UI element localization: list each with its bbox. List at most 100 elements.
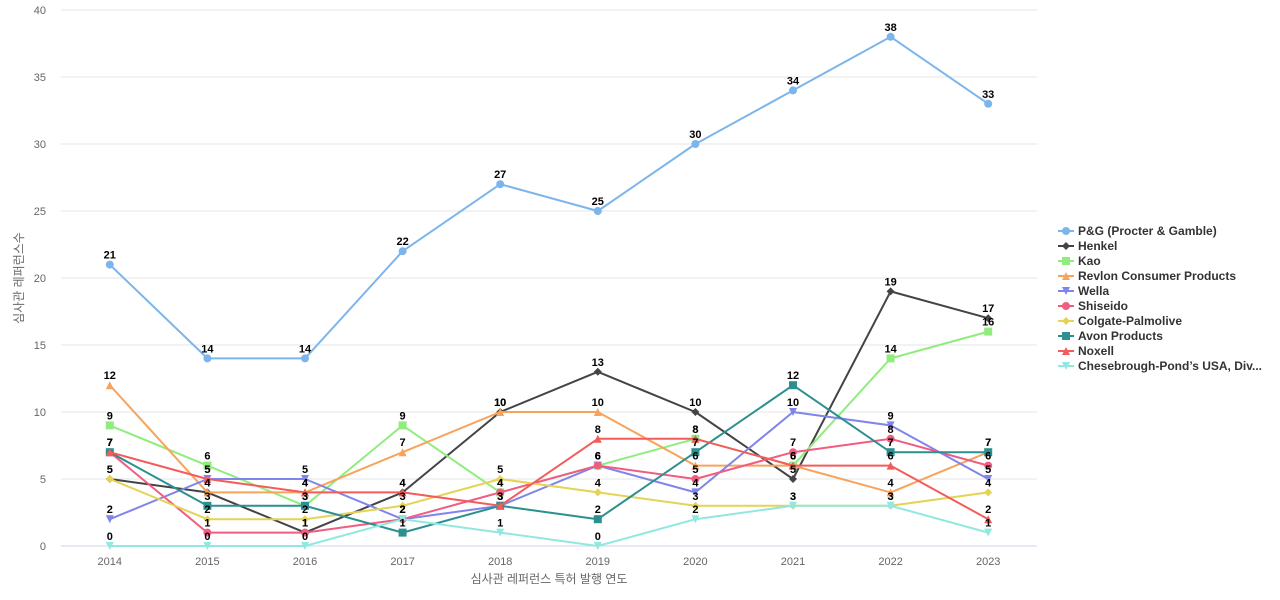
data-point[interactable] <box>203 528 212 537</box>
legend-item-revlon-consumer-products[interactable]: Revlon Consumer Products <box>1058 269 1236 283</box>
data-point[interactable] <box>789 86 797 95</box>
data-point[interactable] <box>984 488 993 497</box>
data-point[interactable] <box>105 475 114 483</box>
data-point[interactable] <box>691 434 700 443</box>
data-point[interactable] <box>398 515 407 524</box>
data-point[interactable] <box>496 475 505 483</box>
data-point[interactable] <box>496 488 505 497</box>
data-point[interactable] <box>301 475 309 483</box>
data-point[interactable] <box>789 448 797 457</box>
data-point[interactable] <box>984 327 993 336</box>
data-point[interactable] <box>496 408 505 416</box>
data-point[interactable] <box>301 542 309 550</box>
legend-item-kao[interactable]: Kao <box>1058 254 1101 268</box>
data-point[interactable] <box>593 207 602 215</box>
data-point[interactable] <box>203 515 212 524</box>
data-point[interactable] <box>105 381 114 390</box>
data-point[interactable] <box>789 461 797 470</box>
data-point[interactable] <box>984 99 993 108</box>
data-point[interactable] <box>886 434 895 443</box>
data-point[interactable] <box>691 488 700 497</box>
data-point[interactable] <box>398 247 407 256</box>
data-point[interactable] <box>398 528 407 537</box>
data-label: 33 <box>982 89 994 101</box>
data-point[interactable] <box>593 408 602 416</box>
data-point[interactable] <box>593 488 602 497</box>
data-point[interactable] <box>886 354 895 363</box>
data-point[interactable] <box>886 488 895 497</box>
series-line[interactable] <box>108 35 990 360</box>
data-point[interactable] <box>593 367 602 376</box>
series-line[interactable] <box>108 384 990 494</box>
data-label: 22 <box>396 236 408 248</box>
series-line[interactable] <box>108 504 990 547</box>
data-label: 7 <box>888 437 894 449</box>
data-point[interactable] <box>789 475 797 483</box>
data-point[interactable] <box>301 488 309 497</box>
data-point[interactable] <box>593 461 602 470</box>
data-point[interactable] <box>398 488 407 497</box>
data-point[interactable] <box>203 542 212 550</box>
data-point[interactable] <box>593 515 602 524</box>
data-point[interactable] <box>886 421 895 430</box>
legend-item-avon-products[interactable]: Avon Products <box>1058 329 1163 343</box>
data-point[interactable] <box>105 542 114 550</box>
data-point[interactable] <box>691 448 700 457</box>
data-point[interactable] <box>593 434 602 443</box>
data-point[interactable] <box>301 501 309 510</box>
data-point[interactable] <box>886 448 895 457</box>
series-line[interactable] <box>108 437 990 521</box>
data-point[interactable] <box>105 515 114 524</box>
y-tick-label: 10 <box>34 407 46 419</box>
data-point[interactable] <box>398 448 407 457</box>
data-point[interactable] <box>984 528 993 537</box>
data-point[interactable] <box>203 475 212 483</box>
data-point[interactable] <box>984 314 993 323</box>
data-point[interactable] <box>105 448 114 457</box>
legend-item-henkel[interactable]: Henkel <box>1058 239 1117 253</box>
data-point[interactable] <box>301 515 309 524</box>
data-point[interactable] <box>984 515 993 524</box>
data-point[interactable] <box>105 421 114 430</box>
data-point[interactable] <box>984 475 993 483</box>
legend-item-p-g-procter-gamble[interactable]: P&G (Procter & Gamble) <box>1058 224 1217 238</box>
data-point[interactable] <box>691 501 700 510</box>
data-point[interactable] <box>984 461 993 470</box>
data-point[interactable] <box>203 501 212 510</box>
legend-item-colgate-palmolive[interactable]: Colgate-Palmolive <box>1058 314 1182 328</box>
series-line[interactable] <box>108 384 990 534</box>
data-point[interactable] <box>398 501 407 510</box>
data-point[interactable] <box>496 528 505 537</box>
data-point[interactable] <box>789 501 797 510</box>
data-point[interactable] <box>593 542 602 550</box>
legend-item-chesebrough-pond-s-usa-div[interactable]: Chesebrough-Pond’s USA, Div... <box>1058 359 1262 373</box>
data-point[interactable] <box>105 260 114 269</box>
data-point[interactable] <box>203 488 212 497</box>
data-point[interactable] <box>496 501 505 510</box>
data-point[interactable] <box>203 354 212 363</box>
series-line[interactable] <box>108 290 990 534</box>
data-point[interactable] <box>691 475 700 483</box>
data-point[interactable] <box>886 32 895 41</box>
data-point[interactable] <box>789 381 797 390</box>
data-point[interactable] <box>691 408 700 416</box>
data-point[interactable] <box>691 140 700 148</box>
data-point[interactable] <box>301 354 309 363</box>
legend-item-shiseido[interactable]: Shiseido <box>1058 299 1128 313</box>
data-point[interactable] <box>886 461 895 470</box>
data-point[interactable] <box>789 408 797 416</box>
data-point[interactable] <box>691 461 700 470</box>
data-label: 7 <box>692 437 698 449</box>
data-point[interactable] <box>496 180 505 189</box>
data-point[interactable] <box>886 501 895 510</box>
legend-item-wella[interactable]: Wella <box>1058 284 1109 298</box>
data-point[interactable] <box>691 515 700 524</box>
legend-item-noxell[interactable]: Noxell <box>1058 344 1114 358</box>
data-point[interactable] <box>203 461 212 470</box>
data-point[interactable] <box>886 287 895 296</box>
data-point[interactable] <box>398 421 407 430</box>
data-point[interactable] <box>301 528 309 537</box>
data-point[interactable] <box>984 448 993 457</box>
series-line[interactable] <box>108 437 990 534</box>
